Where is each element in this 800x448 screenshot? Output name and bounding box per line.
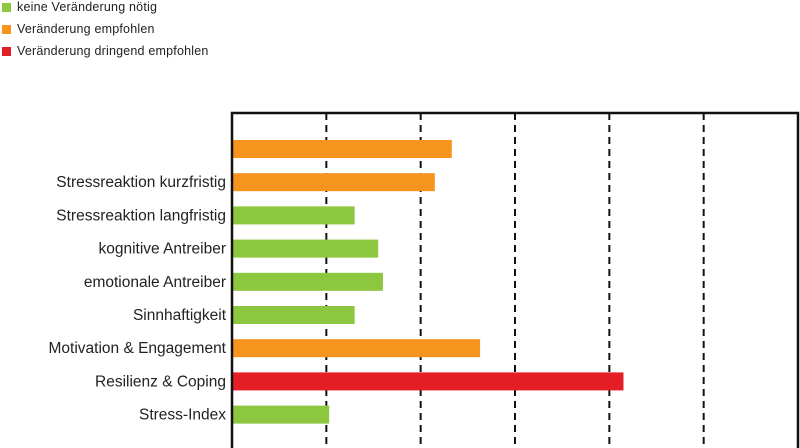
- category-label: emotionale Antreiber: [84, 274, 226, 291]
- bar: [232, 372, 624, 391]
- legend-label: keine Veränderung nötig: [17, 0, 158, 14]
- plot-frame: [230, 111, 800, 448]
- bar: [232, 272, 383, 291]
- category-label: Stress-Index: [139, 407, 226, 424]
- category-label: Stressreaktion langfristig: [56, 207, 226, 224]
- bar: [232, 306, 355, 324]
- legend-swatch-red: [2, 47, 11, 56]
- bar: [232, 405, 330, 424]
- bar: [232, 140, 452, 158]
- category-label: Stressreaktion kurzfristig: [56, 174, 226, 191]
- bar: [232, 239, 379, 258]
- bar: [232, 206, 355, 225]
- category-label: Sinnhaftigkeit: [133, 307, 227, 324]
- legend-swatch-green: [2, 3, 11, 12]
- bar: [232, 173, 435, 192]
- category-label: Motivation & Engagement: [49, 340, 227, 357]
- legend-swatch-orange: [2, 25, 11, 34]
- category-label: Resilienz & Coping: [95, 373, 226, 390]
- bar: [232, 339, 481, 358]
- category-label: kognitive Antreiber: [98, 241, 226, 258]
- legend-label: Veränderung empfohlen: [17, 22, 155, 36]
- legend-label: Veränderung dringend empfohlen: [17, 44, 209, 58]
